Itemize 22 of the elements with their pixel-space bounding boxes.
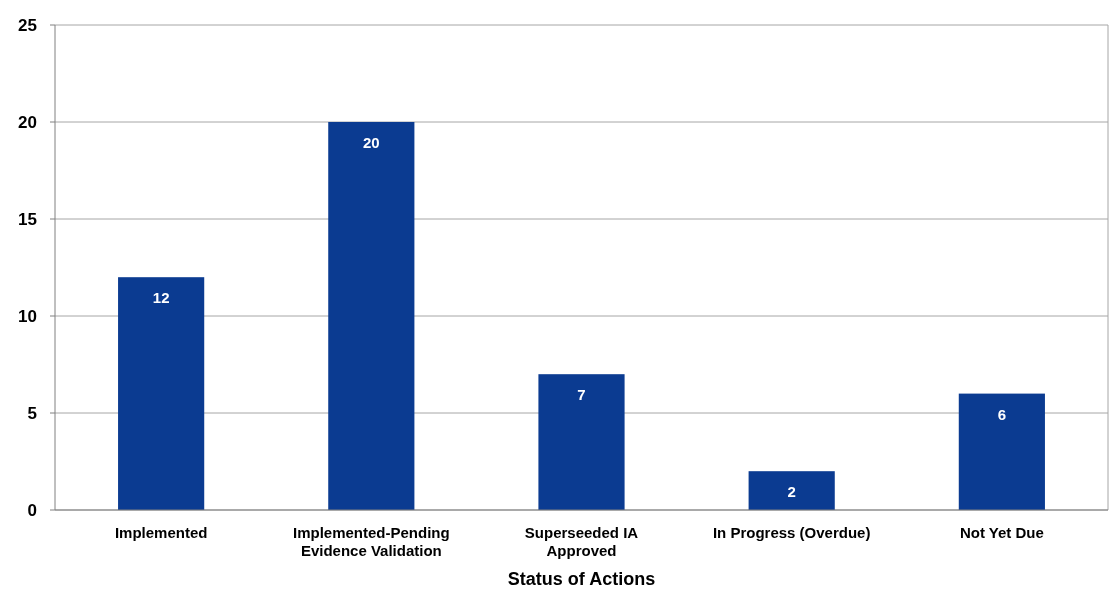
y-tick-label: 5	[27, 404, 37, 423]
x-tick-label: In Progress (Overdue)	[712, 524, 871, 541]
data-label: 7	[577, 386, 586, 404]
bar	[328, 122, 415, 510]
y-tick-label: 15	[18, 210, 37, 229]
y-tick-label: 10	[18, 307, 37, 326]
bar	[538, 374, 625, 510]
data-label: 2	[787, 483, 796, 501]
x-axis-title: Status of Actions	[507, 569, 656, 589]
bar	[118, 277, 205, 510]
x-tick-label: Superseeded IA Approved	[524, 524, 639, 559]
y-tick-label: 25	[18, 16, 37, 35]
data-label: 20	[362, 134, 380, 151]
x-tick-label: Not Yet Due	[959, 524, 1044, 541]
bar	[958, 393, 1045, 510]
data-label: 6	[997, 405, 1007, 423]
x-tick-label: Implemented	[114, 524, 208, 541]
y-tick-label: 0	[27, 501, 37, 520]
data-label: 12	[152, 289, 170, 307]
bar	[748, 471, 835, 510]
y-tick-label: 20	[18, 113, 37, 132]
x-tick-label: Implemented-Pending Evidence Validation	[292, 524, 450, 559]
